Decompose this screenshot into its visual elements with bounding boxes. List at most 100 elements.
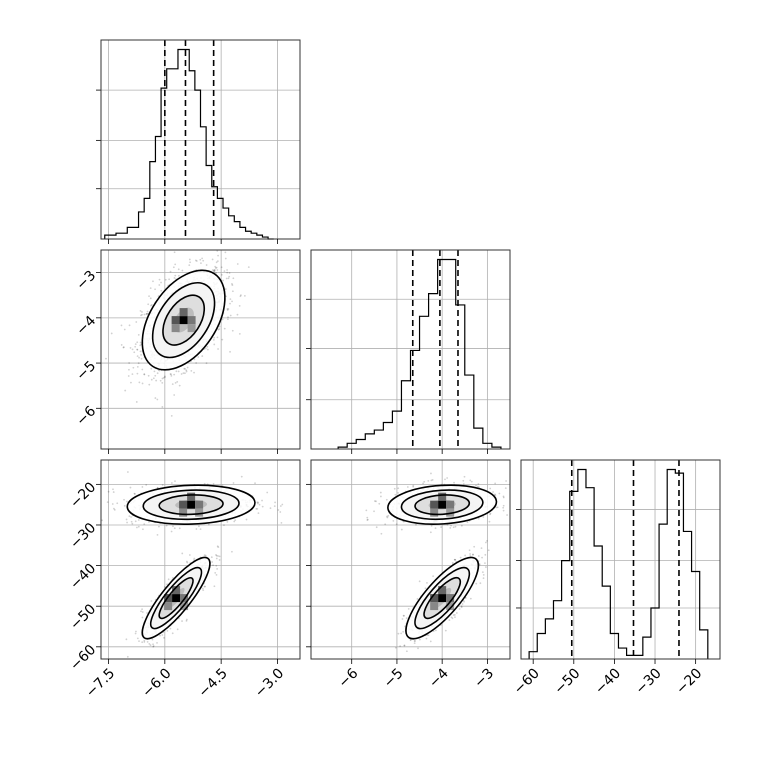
- scatter-panel-0-cluster-0-point: [228, 272, 231, 274]
- scatter-panel-0-cluster-0-point: [149, 297, 152, 300]
- scatter-panel-0-cluster-0-point: [213, 270, 215, 273]
- scatter-panel-2-cluster-1-point: [400, 632, 403, 635]
- hist-panel-1-bin-10: [429, 294, 438, 449]
- scatter-panel-1-cluster-1-point: [146, 640, 149, 643]
- scatter-panel-1-cluster-1-point: [213, 585, 216, 588]
- hist-panel-0-bin-3: [139, 212, 145, 239]
- scatter-panel-0-cluster-0-point: [130, 381, 132, 384]
- scatter-panel-2-cluster-0-point: [379, 495, 382, 498]
- scatter-panel-0-cluster-0-point: [238, 304, 241, 307]
- scatter-panel-2-cluster-1-point: [413, 640, 416, 642]
- scatter-panel-2-cluster-0-point: [528, 516, 530, 518]
- scatter-panel-1-xtick-label-3: −3.0: [252, 665, 287, 700]
- hist-panel-0-bin-24: [257, 235, 263, 239]
- scatter-panel-0-cluster-0-point: [134, 343, 137, 346]
- scatter-panel-2-cluster-1-point: [486, 539, 488, 542]
- scatter-panel-2-cluster-0-point: [397, 487, 400, 490]
- scatter-panel-0-cluster-0-point: [226, 308, 229, 310]
- scatter-panel-1-cluster-0-contour-2: [158, 494, 224, 516]
- scatter-panel-1-cluster-1-point: [204, 585, 206, 588]
- hist-panel-0-bin-17: [217, 198, 223, 239]
- scatter-panel-0-cluster-0-point: [139, 350, 142, 353]
- scatter-panel-0-cluster-0-point: [153, 370, 156, 373]
- scatter-panel-0-cluster-0-point: [150, 303, 153, 306]
- scatter-panel-2-cluster-1-point: [458, 608, 461, 610]
- scatter-panel-1-cluster-1-point: [217, 546, 220, 549]
- scatter-panel-1-cluster-1-point: [203, 554, 206, 557]
- scatter-panel-0-cluster-0-point: [175, 370, 178, 373]
- scatter-panel-2-cluster-1-point: [394, 646, 397, 649]
- scatter-panel-0-frame: [100, 249, 301, 450]
- scatter-panel-0-cluster-0-core-cell-3: [171, 324, 180, 333]
- scatter-panel-2-cluster-0-contour-0: [387, 484, 498, 525]
- scatter-panel-0-cluster-0-point: [182, 372, 185, 375]
- scatter-panel-2-cluster-1-point: [418, 638, 421, 641]
- scatter-panel-0-cluster-0-point: [193, 358, 196, 361]
- scatter-panel-1-cluster-0-point: [107, 490, 110, 493]
- scatter-panel-0-cluster-0-point: [194, 259, 197, 262]
- scatter-panel-2-cluster-0-point: [366, 519, 369, 521]
- scatter-panel-1-cluster-0-point: [123, 504, 126, 507]
- scatter-panel-1-cluster-1-point: [169, 627, 172, 630]
- scatter-panel-1-cluster-1-point: [218, 555, 221, 558]
- scatter-panel-1-cluster-1-point: [216, 545, 219, 548]
- scatter-panel-1-cluster-1-point: [203, 585, 206, 588]
- scatter-panel-0-cluster-0-point: [181, 269, 184, 272]
- scatter-panel-2-cluster-1-point: [454, 616, 456, 619]
- scatter-panel-1-cluster-0-point: [130, 516, 132, 518]
- scatter-panel-1-cluster-1-contour-1: [149, 566, 203, 630]
- hist-panel-2-bin-8: [594, 546, 602, 659]
- scatter-panel-2-cluster-1-point: [405, 617, 408, 620]
- scatter-panel-1-cluster-0-point: [199, 528, 202, 531]
- hist-panel-2-xtick-label-1: −50: [551, 665, 583, 697]
- scatter-panel-1-cluster-0-point: [123, 498, 125, 501]
- scatter-panel-1-cluster-0-point: [129, 486, 132, 489]
- scatter-panel-2-cluster-0-point: [434, 527, 437, 530]
- scatter-panel-2-cluster-1-point: [480, 547, 483, 550]
- hist-panel-1-bin-15: [474, 428, 483, 449]
- scatter-panel-1-cluster-0-point: [207, 523, 210, 526]
- scatter-panel-0-cluster-0-point: [163, 375, 166, 378]
- scatter-panel-1-cluster-1-point: [134, 632, 137, 635]
- scatter-panel-1-cluster-1-point: [136, 637, 139, 640]
- scatter-panel-2-cluster-0-point: [429, 531, 432, 534]
- hist-panel-2-bin-20: [692, 572, 700, 659]
- scatter-panel-0-cluster-0-core-cell-5: [187, 324, 196, 333]
- scatter-panel-0-ytick-label-2: −4: [73, 313, 99, 339]
- scatter-panel-2-cluster-1-point: [463, 600, 465, 603]
- scatter-panel-0-cluster-0-point: [212, 269, 215, 272]
- scatter-panel-0-cluster-0-point: [224, 288, 227, 290]
- scatter-panel-1-cluster-0-point: [245, 518, 248, 521]
- scatter-panel-0-cluster-0-point: [201, 245, 203, 247]
- scatter-panel-0-cluster-0-point: [135, 321, 138, 323]
- hist-panel-1-bin-8: [411, 350, 420, 449]
- scatter-panel-0-cluster-0-point: [137, 362, 140, 365]
- scatter-panel-2-cluster-0-point: [394, 493, 397, 496]
- scatter-panel-1-cluster-1-point: [152, 645, 155, 648]
- scatter-panel-1-cluster-0-point: [136, 526, 138, 529]
- scatter-panel-2-cluster-0-point: [374, 500, 376, 502]
- hist-panel-1: [306, 249, 511, 454]
- scatter-panel-0-cluster-0-point: [202, 259, 205, 262]
- scatter-panel-0-cluster-0-point: [227, 316, 229, 319]
- scatter-panel-1-cluster-0-point: [113, 508, 116, 511]
- scatter-panel-2-cluster-0-point: [502, 509, 505, 512]
- scatter-panel-1-cluster-0-point: [277, 509, 280, 511]
- scatter-panel-0-cluster-0-point: [149, 304, 152, 307]
- scatter-panel-0-cluster-0-point: [197, 356, 200, 358]
- scatter-panel-2-cluster-1-point: [434, 629, 437, 632]
- scatter-panel-1-cluster-0-point: [257, 501, 260, 504]
- scatter-panel-1-cluster-0-point: [170, 530, 173, 533]
- scatter-panel-2: −6 −5 −4 −3: [306, 459, 530, 691]
- scatter-panel-0-cluster-0-point: [214, 265, 217, 268]
- scatter-panel-2-cluster-0-point: [366, 518, 369, 521]
- scatter-panel-2-cluster-0-point: [412, 485, 415, 488]
- scatter-panel-2-cluster-1-point: [424, 587, 427, 590]
- scatter-panel-1-cluster-1-point: [215, 554, 218, 557]
- scatter-panel-0-cluster-0-point: [139, 341, 142, 344]
- scatter-panel-1-cluster-1-point: [141, 608, 143, 611]
- hist-panel-2-bin-2: [545, 619, 553, 659]
- scatter-panel-0-cluster-0-point: [174, 381, 177, 384]
- scatter-panel-0-cluster-0-point: [136, 348, 139, 351]
- scatter-panel-2-cluster-0-point: [379, 491, 382, 494]
